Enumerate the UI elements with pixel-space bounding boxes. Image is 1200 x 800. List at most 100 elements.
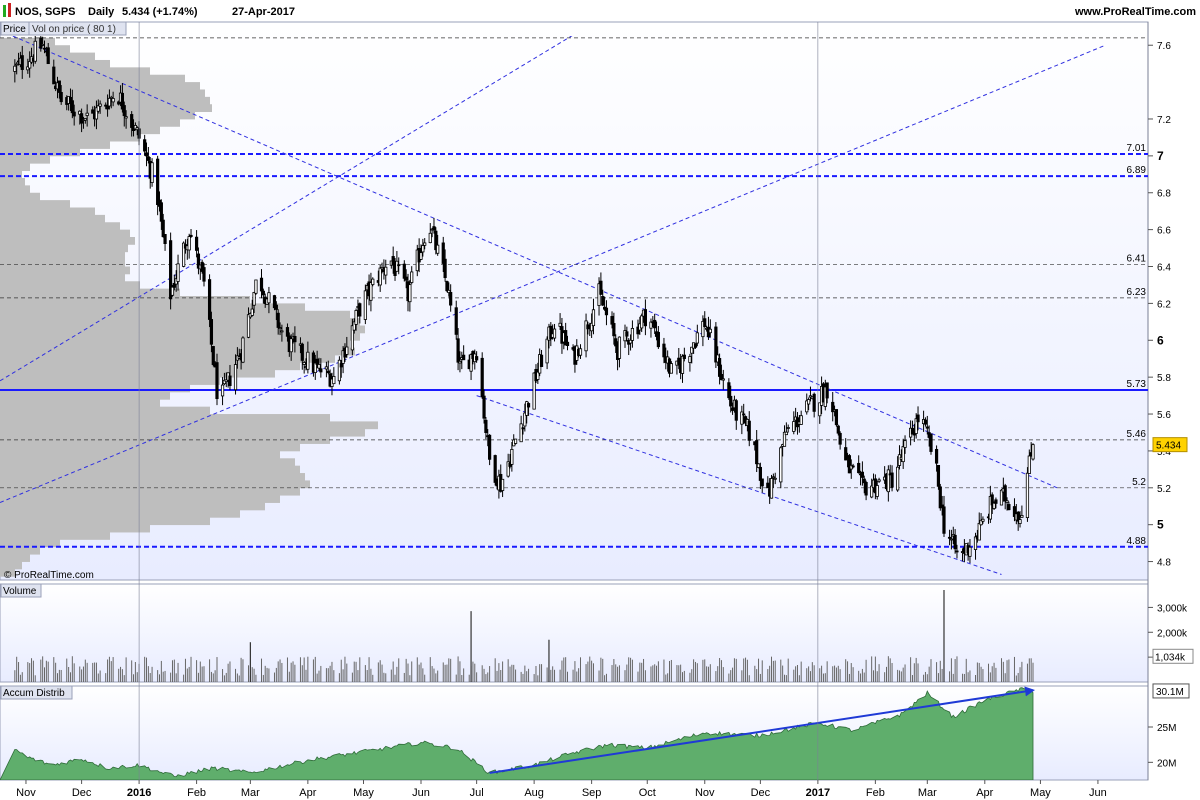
candle — [857, 455, 861, 474]
candle-body — [285, 327, 290, 337]
candle-body — [189, 234, 193, 237]
candle-body — [526, 403, 531, 408]
candle-body — [306, 351, 310, 370]
candle — [981, 516, 985, 524]
candle-body — [500, 478, 505, 491]
candle-body — [601, 296, 605, 306]
candle — [80, 108, 84, 133]
x-tick-label: Sep — [582, 787, 602, 799]
candle — [929, 433, 933, 455]
candle — [1020, 505, 1024, 518]
price-tick-label: 6.6 — [1157, 226, 1171, 237]
candle-body — [313, 362, 317, 373]
x-tick-label: 2016 — [127, 787, 151, 799]
candle — [96, 99, 100, 114]
volume-profile-bar — [0, 244, 128, 253]
volume-profile-bar — [0, 554, 30, 562]
candle — [224, 372, 228, 388]
candle-body — [272, 295, 277, 309]
candle-body — [326, 370, 330, 373]
candle — [107, 89, 112, 110]
x-tick-label: May — [353, 787, 374, 799]
candle — [182, 241, 186, 268]
header-period: Daily — [88, 6, 115, 18]
volume-profile-bar — [0, 465, 300, 474]
candle-body — [742, 413, 746, 416]
candle-body — [146, 156, 150, 161]
volume-profile-bar — [0, 568, 15, 577]
candle-body — [163, 234, 167, 244]
candle-body — [1018, 519, 1022, 524]
candle — [445, 280, 449, 293]
candle-body — [994, 499, 998, 504]
volume-profile-bar — [0, 141, 110, 149]
volume-profile-bar — [0, 170, 22, 179]
website-link[interactable]: www.ProRealTime.com — [1074, 6, 1196, 18]
candle-body — [276, 312, 280, 328]
candle — [421, 238, 425, 257]
candle-body — [421, 245, 425, 253]
x-tick-label: Nov — [695, 787, 715, 799]
candle-body — [981, 518, 985, 522]
candle — [784, 422, 788, 436]
candle — [285, 323, 290, 342]
x-tick-label: Oct — [639, 787, 656, 799]
candle — [506, 453, 510, 478]
candle-body — [812, 393, 816, 412]
candle-body — [677, 357, 681, 365]
candle — [838, 431, 842, 450]
candle — [836, 424, 840, 436]
candle-body — [730, 407, 735, 411]
candle — [649, 318, 653, 338]
volume-profile-bar — [0, 222, 120, 231]
candle — [189, 228, 193, 238]
candle-body — [1031, 444, 1035, 460]
candle-body — [680, 355, 685, 374]
candle-body — [172, 282, 176, 288]
candle — [98, 100, 102, 114]
candle — [949, 529, 954, 550]
volume-profile-bar — [0, 561, 22, 570]
candle — [901, 438, 905, 469]
candle-body — [482, 395, 486, 419]
candle — [727, 378, 731, 400]
candle — [549, 322, 553, 347]
candle — [280, 324, 284, 342]
candle — [428, 223, 432, 244]
volume-profile-bar — [0, 355, 335, 363]
candle — [862, 475, 866, 494]
candle — [584, 313, 588, 358]
candle — [782, 425, 787, 447]
candle — [612, 312, 616, 345]
candle-body — [15, 63, 19, 66]
candle — [999, 489, 1004, 506]
candle — [371, 277, 375, 287]
candle — [936, 464, 941, 490]
candle — [211, 345, 215, 367]
vop-tag-box — [28, 21, 127, 36]
candle-body — [536, 371, 540, 380]
volume-profile-bar — [0, 406, 210, 415]
candle — [419, 244, 423, 261]
candle-body — [953, 534, 957, 550]
candle — [484, 416, 488, 440]
candle-body — [434, 230, 438, 251]
candle — [456, 328, 460, 371]
candle — [558, 313, 562, 330]
candle — [688, 353, 692, 372]
x-tick-label: Jun — [412, 787, 430, 799]
candle — [719, 364, 724, 381]
candle-body — [80, 113, 84, 124]
candle-body — [449, 292, 453, 306]
volume-profile-bar — [0, 177, 25, 186]
candle — [220, 377, 225, 406]
candle-body — [549, 325, 553, 340]
last-price-badge — [1152, 437, 1188, 453]
candle-body — [591, 309, 596, 327]
candle-body — [653, 319, 657, 329]
candle-body — [252, 292, 256, 306]
volume-profile-bar — [0, 340, 350, 349]
candle — [369, 272, 373, 312]
level-label: 5.73 — [1127, 379, 1147, 390]
candle — [91, 106, 95, 114]
